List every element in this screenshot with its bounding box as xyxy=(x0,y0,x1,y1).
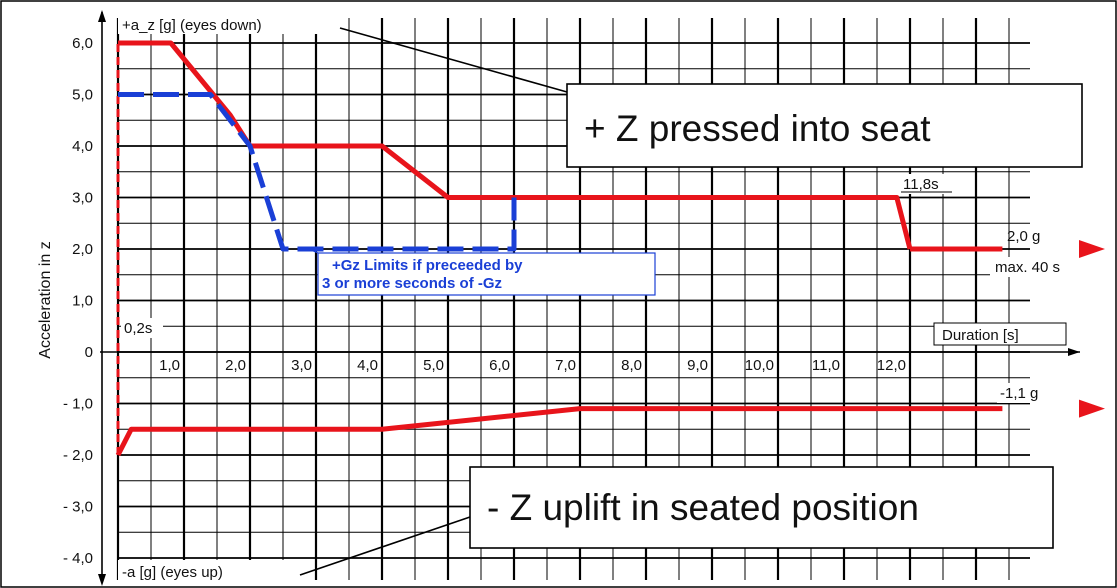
arrow-minus-1-1g xyxy=(1079,399,1105,418)
y-tick-label: 6,0 xyxy=(72,35,93,52)
x-tick-label: 10,0 xyxy=(745,357,774,374)
x-tick-bg xyxy=(618,355,644,373)
x-axis-label-box xyxy=(933,322,1067,346)
y-tick-label: 1,0 xyxy=(72,293,93,310)
limits-label-box xyxy=(317,252,656,296)
annotation-2g: 2,0 g xyxy=(1007,228,1040,245)
bottom-label-bg xyxy=(118,560,310,582)
x-tick-label: 2,0 xyxy=(225,357,246,374)
ann-bg-0 xyxy=(121,318,163,338)
y-axis-arrow-down xyxy=(98,574,106,586)
annotation-minus-1-1g: -1,1 g xyxy=(1000,385,1038,402)
y-tick-label: - 3,0 xyxy=(63,499,93,516)
series-line-2 xyxy=(115,406,1003,457)
top-label-bg xyxy=(118,14,330,34)
callout-bottom-box xyxy=(469,466,1054,549)
y-tick-label: - 2,0 xyxy=(63,447,93,464)
x-tick-bg xyxy=(354,355,380,373)
series-line-1 xyxy=(118,92,517,252)
y-tick-label: 4,0 xyxy=(72,138,93,155)
limits-label-leader xyxy=(305,247,319,254)
x-tick-label: 7,0 xyxy=(555,357,576,374)
x-tick-bg xyxy=(222,355,248,373)
y-tick-label: 2,0 xyxy=(72,241,93,258)
annotation-max-40s: max. 40 s xyxy=(995,259,1060,276)
ann-bg-4 xyxy=(997,383,1052,403)
x-tick-bg xyxy=(288,355,314,373)
ann-bg-1 xyxy=(898,174,953,194)
callout-bottom-text: - Z uplift in seated position xyxy=(487,487,919,528)
x-tick-bg xyxy=(552,355,578,373)
x-tick-bg xyxy=(486,355,512,373)
y-axis-bottom-label: -a [g] (eyes up) xyxy=(122,564,223,581)
series-group xyxy=(115,40,1105,457)
y-axis-label: Acceleration in z xyxy=(37,241,54,358)
y-tick-label: 0 xyxy=(85,344,93,361)
x-tick-label: 11,0 xyxy=(812,357,840,374)
x-axis-arrow xyxy=(1068,348,1080,356)
callout-top-leader xyxy=(339,27,568,93)
x-tick-label: 5,0 xyxy=(423,357,444,374)
limits-label-line-2: 3 or more seconds of -Gz xyxy=(322,275,502,292)
x-tick-bg xyxy=(684,355,710,373)
annotation-0-2s: 0,2s xyxy=(124,320,152,337)
tick-labels: 1,0 2,0 3,0 4,0 5,0 6,0 7,0 8,0 9,0 10,0 11,0 12,0 6… xyxy=(63,35,908,567)
x-tick-bg xyxy=(816,355,842,373)
y-axis-arrow-up xyxy=(98,10,106,22)
x-axis-label: Duration [s] xyxy=(942,327,1019,344)
x-tick-bg xyxy=(420,355,446,373)
x-tick-label: 12,0 xyxy=(877,357,906,374)
y-tick-label: - 1,0 xyxy=(63,396,93,413)
callout-top-text: + Z pressed into seat xyxy=(584,108,931,149)
callout-bottom-leader xyxy=(299,516,471,576)
x-tick-label: 9,0 xyxy=(687,357,708,374)
arrow-2g xyxy=(1079,240,1105,258)
x-tick-bg xyxy=(156,355,182,373)
y-tick-label: 5,0 xyxy=(72,87,93,104)
limits-label-line-1: +Gz Limits if preceeded by xyxy=(332,257,523,274)
y-tick-label: 3,0 xyxy=(72,190,93,207)
x-tick-bg xyxy=(750,355,776,373)
y-tick-label: - 4,0 xyxy=(63,550,93,567)
x-tick-label: 8,0 xyxy=(621,357,642,374)
callout-top-box xyxy=(566,83,1083,168)
x-tick-label: 3,0 xyxy=(291,357,312,374)
ann-bg-3 xyxy=(990,257,1062,277)
y-axis-top-label: +a_z [g] (eyes down) xyxy=(122,17,262,34)
annotation-11-8s: 11,8s xyxy=(903,176,939,193)
series-line-0 xyxy=(118,40,913,250)
x-tick-label: 1,0 xyxy=(159,357,180,374)
x-tick-bg xyxy=(882,355,908,373)
x-tick-label: 4,0 xyxy=(357,357,378,374)
axes xyxy=(98,10,1080,586)
x-tick-label: 6,0 xyxy=(489,357,510,374)
